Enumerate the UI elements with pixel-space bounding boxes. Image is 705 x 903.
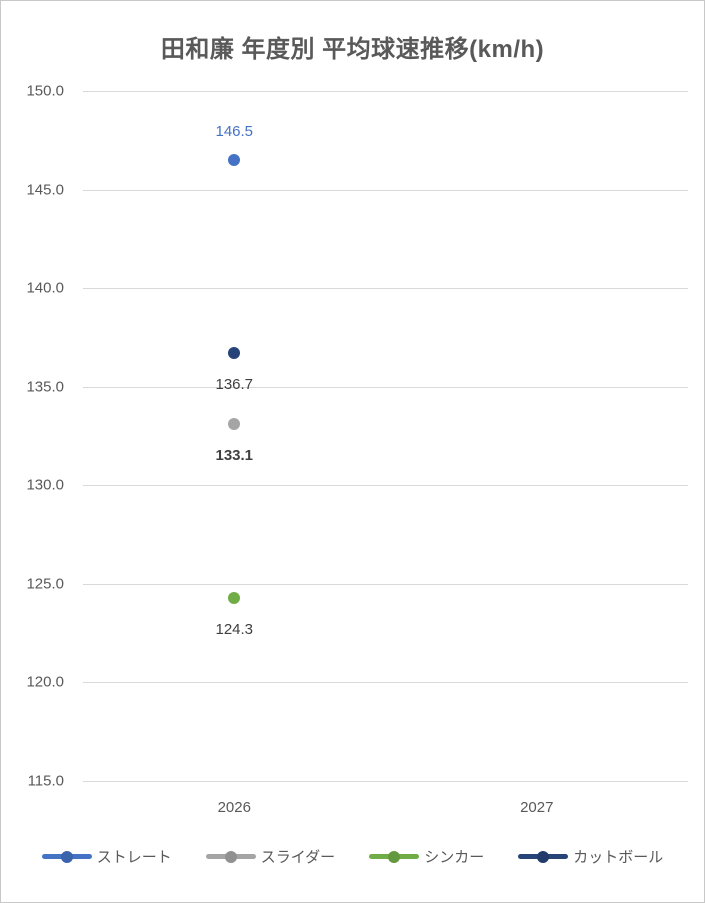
plot-area: 2026 2027 146.5 133.1 124.3 136.7 bbox=[83, 91, 688, 816]
y-axis-label: 150.0 bbox=[26, 82, 64, 100]
gridline bbox=[83, 386, 688, 388]
legend-item-ストレート[interactable]: ストレート bbox=[41, 846, 172, 867]
legend-label: スライダー bbox=[260, 849, 336, 866]
legend-item-スライダー[interactable]: スライダー bbox=[205, 846, 336, 867]
data-point-シンカー[interactable] bbox=[228, 591, 241, 604]
y-axis-label: 140.0 bbox=[26, 279, 64, 297]
y-axis-label: 130.0 bbox=[26, 476, 64, 494]
data-label-シンカー: 124.3 bbox=[215, 620, 254, 638]
legend-dot bbox=[537, 850, 550, 863]
legend: ストレート スライダー シンカー カットボール bbox=[1, 846, 704, 867]
y-axis-label: 125.0 bbox=[26, 575, 64, 593]
legend-item-カットボール[interactable]: カットボール bbox=[518, 846, 663, 867]
gridline bbox=[83, 583, 688, 585]
legend-label: シンカー bbox=[424, 849, 485, 866]
legend-label: カットボール bbox=[573, 849, 664, 866]
legend-marker-icon bbox=[369, 850, 420, 863]
legend-marker-icon bbox=[205, 850, 256, 863]
data-label-ストレート: 146.5 bbox=[215, 123, 254, 140]
y-axis-label: 135.0 bbox=[26, 378, 64, 396]
y-axis: 150.0 145.0 140.0 135.0 130.0 125.0 120.0 115.0 bbox=[1, 1, 64, 902]
gridline bbox=[83, 288, 688, 290]
legend-dot bbox=[60, 850, 73, 863]
data-point-ストレート[interactable] bbox=[228, 154, 241, 166]
data-label-スライダー: 133.1 bbox=[215, 447, 254, 465]
chart-title: 田和廉 年度別 平均球速推移(km/h) bbox=[160, 36, 545, 63]
gridline bbox=[83, 682, 688, 684]
gridline bbox=[83, 781, 688, 782]
y-axis-label: 115.0 bbox=[27, 772, 64, 790]
y-axis-label: 120.0 bbox=[26, 673, 64, 691]
legend-item-シンカー[interactable]: シンカー bbox=[369, 846, 484, 867]
gridline bbox=[83, 485, 688, 487]
x-axis-label: 2026 bbox=[217, 799, 251, 816]
legend-dot bbox=[224, 850, 237, 863]
data-point-カットボール[interactable] bbox=[228, 347, 241, 360]
legend-marker-icon bbox=[41, 850, 92, 863]
data-label-カットボール: 136.7 bbox=[215, 376, 254, 394]
gridline bbox=[83, 189, 688, 191]
data-point-スライダー[interactable] bbox=[228, 418, 241, 431]
y-axis-label: 145.0 bbox=[26, 181, 64, 199]
gridline bbox=[83, 91, 688, 92]
legend-marker-icon bbox=[518, 850, 569, 863]
x-axis-label: 2027 bbox=[520, 799, 554, 816]
legend-dot bbox=[388, 850, 401, 863]
legend-label: ストレート bbox=[96, 849, 172, 866]
